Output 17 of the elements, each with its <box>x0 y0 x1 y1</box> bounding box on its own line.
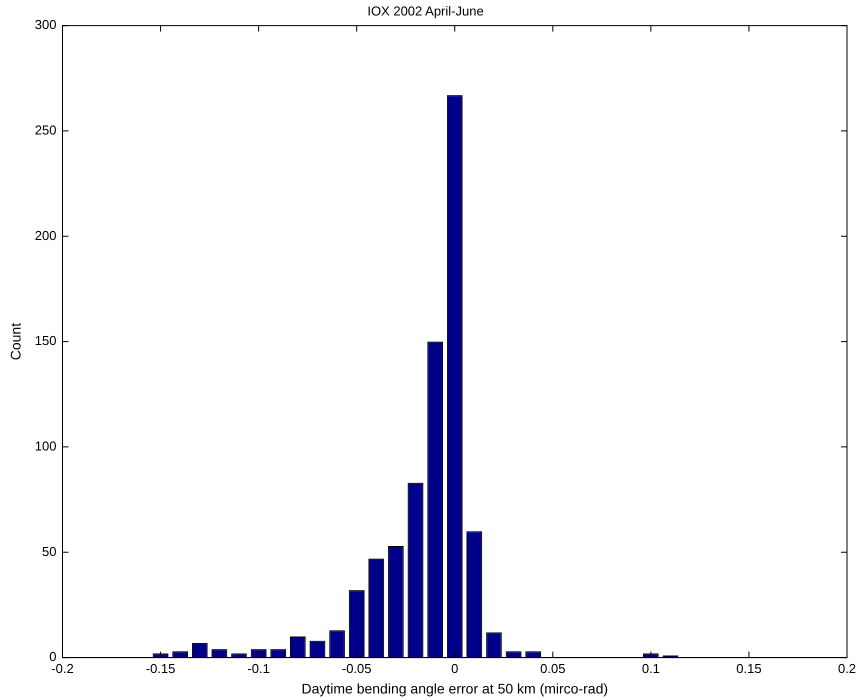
x-tick-label: 0.2 <box>838 660 856 676</box>
y-tick-label: 150 <box>34 333 56 348</box>
y-tick-label: 250 <box>34 122 56 138</box>
y-tick-label: 100 <box>34 438 56 454</box>
x-tick-label: 0 <box>451 660 458 676</box>
x-tick-label: 0.1 <box>642 660 660 676</box>
y-tick-label: 200 <box>34 228 56 243</box>
x-tick-label: 0.15 <box>736 660 762 676</box>
x-axis-title: Daytime bending angle error at 50 km (mirco-rad) <box>301 680 608 696</box>
x-tick-label: -0.05 <box>342 660 372 676</box>
y-tick-label: 300 <box>34 17 56 32</box>
x-tick-label: -0.1 <box>247 660 270 676</box>
y-axis-title: Count <box>7 322 24 360</box>
x-tick-label: -0.15 <box>146 660 176 676</box>
y-tick-label: 50 <box>42 544 56 559</box>
chart-title: IOX 2002 April-June <box>367 3 484 18</box>
x-tick-label: 0.05 <box>540 660 566 676</box>
